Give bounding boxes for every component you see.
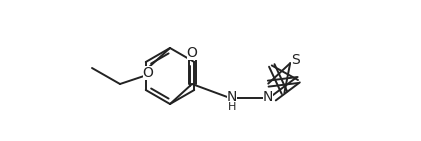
Text: S: S [291,53,300,67]
Text: O: O [143,66,153,80]
Text: N: N [227,90,237,104]
Text: N: N [263,90,273,104]
Text: O: O [187,46,197,60]
Text: H: H [228,102,236,112]
